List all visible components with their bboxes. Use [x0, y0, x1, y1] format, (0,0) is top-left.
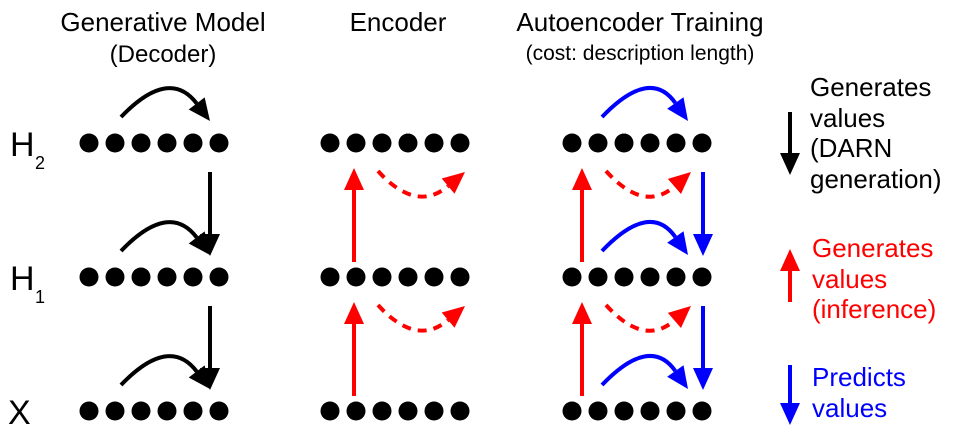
- decoder-h2-layer-unit-2: [105, 133, 125, 153]
- decoder-x-layer-unit-4: [157, 401, 177, 421]
- encoder-h1-layer-unit-1: [320, 267, 340, 287]
- training-x-layer-unit-2: [588, 401, 608, 421]
- training-x-layer-unit-1: [562, 401, 582, 421]
- training-x-blue-curve-arrow-head: [667, 365, 688, 389]
- legend-black-text: Generates values (DARN generation): [810, 72, 942, 195]
- decoder-x-layer-unit-2: [105, 401, 125, 421]
- decoder-h1-layer-unit-4: [157, 267, 177, 287]
- training-h2-layer-unit-6: [692, 133, 712, 153]
- training-x-layer-unit-4: [640, 401, 660, 421]
- training-h2-layer-unit-3: [614, 133, 634, 153]
- training-x-layer-unit-6: [692, 401, 712, 421]
- encoder-h1-layer-unit-5: [424, 267, 444, 287]
- training-title: Autoencoder Training: [516, 7, 764, 37]
- decoder-x-layer-unit-5: [183, 401, 203, 421]
- decoder-x-layer-unit-6: [209, 401, 229, 421]
- encoder-h2-layer-unit-3: [372, 133, 392, 153]
- decoder-h1-layer-unit-3: [131, 267, 151, 287]
- encoder-h1-to-h2-arrow-head: [344, 168, 364, 190]
- encoder-x-layer-unit-6: [450, 401, 470, 421]
- training-h1-blue-curve-arrow-head: [667, 231, 688, 255]
- encoder-title: Encoder: [349, 7, 447, 37]
- encoder-h1-dashed-arrow-head: [441, 306, 465, 328]
- training-h1-layer-unit-5: [666, 267, 686, 287]
- training-h2-layer-unit-1: [562, 133, 582, 153]
- encoder-x-layer-unit-3: [372, 401, 392, 421]
- legend-blue-text: Predicts values: [812, 362, 906, 423]
- row-label-h1: H: [10, 260, 35, 298]
- training-h2-layer-unit-4: [640, 133, 660, 153]
- training-h2-blue-curve-arrow-head: [667, 97, 688, 121]
- decoder-h1-layer-unit-6: [209, 267, 229, 287]
- decoder-h1-layer-unit-5: [183, 267, 203, 287]
- decoder-h2-to-h1-arrow-head: [200, 234, 220, 256]
- training-h2-layer-unit-5: [666, 133, 686, 153]
- training-h1-dashed-arrow: [604, 303, 676, 333]
- decoder-h1-autoregressive-arrow: [119, 220, 199, 253]
- training-h2-to-h1-blue-arrow-head: [693, 234, 713, 256]
- training-h2-layer-unit-2: [588, 133, 608, 153]
- encoder-x-layer-unit-2: [346, 401, 366, 421]
- decoder-subtitle: (Decoder): [109, 41, 217, 68]
- training-subtitle: (cost: description length): [525, 42, 755, 65]
- legend-red-arrow-head: [780, 249, 800, 271]
- training-h2-blue-curve-arrow: [600, 86, 677, 119]
- training-x-blue-curve-arrow: [600, 354, 677, 387]
- encoder-x-to-h1-arrow-head: [344, 302, 364, 324]
- training-h1-to-x-blue-arrow-head: [693, 368, 713, 390]
- encoder-h2-dashed-arrow-head: [441, 172, 465, 194]
- row-label-h1-subscript: 1: [35, 287, 46, 307]
- legend-blue-arrow-head: [780, 403, 800, 425]
- training-h2-dashed-arrow: [604, 169, 676, 199]
- training-h1-to-h2-red-arrow-head: [572, 168, 592, 190]
- encoder-h1-layer-unit-3: [372, 267, 392, 287]
- decoder-h1-layer-unit-1: [79, 267, 99, 287]
- decoder-title: Generative Model: [60, 7, 266, 37]
- row-label-x: X: [8, 394, 31, 432]
- training-h1-layer-unit-3: [614, 267, 634, 287]
- legend-black-arrow-head: [780, 153, 800, 175]
- encoder-h2-dashed-arrow: [376, 169, 450, 199]
- encoder-h2-layer-unit-2: [346, 133, 366, 153]
- training-h1-layer-unit-6: [692, 267, 712, 287]
- training-h1-layer-unit-4: [640, 267, 660, 287]
- encoder-x-layer-unit-4: [398, 401, 418, 421]
- row-label-h2-subscript: 2: [35, 153, 46, 173]
- legend-red-text: Generates values (inference): [812, 233, 937, 325]
- training-h1-layer-unit-2: [588, 267, 608, 287]
- decoder-h2-autoregressive-arrow-head: [188, 97, 210, 121]
- decoder-x-layer-unit-3: [131, 401, 151, 421]
- decoder-h2-layer-unit-1: [79, 133, 99, 153]
- encoder-h1-layer-unit-6: [450, 267, 470, 287]
- encoder-x-layer-unit-5: [424, 401, 444, 421]
- decoder-h2-layer-unit-5: [183, 133, 203, 153]
- encoder-h1-layer-unit-2: [346, 267, 366, 287]
- encoder-h1-dashed-arrow: [376, 303, 450, 333]
- training-h2-dashed-arrow-head: [667, 172, 691, 194]
- decoder-h1-layer-unit-2: [105, 267, 125, 287]
- encoder-h2-layer-unit-4: [398, 133, 418, 153]
- training-h1-layer-unit-1: [562, 267, 582, 287]
- encoder-h2-layer-unit-5: [424, 133, 444, 153]
- decoder-x-autoregressive-arrow: [119, 354, 199, 387]
- row-label-h2: H: [10, 126, 35, 164]
- training-x-to-h1-red-arrow-head: [572, 302, 592, 324]
- training-h1-dashed-arrow-head: [667, 306, 691, 328]
- training-x-layer-unit-5: [666, 401, 686, 421]
- training-h1-blue-curve-arrow: [600, 220, 677, 253]
- decoder-h2-autoregressive-arrow: [119, 86, 199, 119]
- decoder-h1-to-x-arrow-head: [200, 368, 220, 390]
- decoder-h2-layer-unit-3: [131, 133, 151, 153]
- encoder-x-layer-unit-1: [320, 401, 340, 421]
- encoder-h2-layer-unit-1: [320, 133, 340, 153]
- decoder-x-layer-unit-1: [79, 401, 99, 421]
- decoder-h2-layer-unit-4: [157, 133, 177, 153]
- encoder-h1-layer-unit-4: [398, 267, 418, 287]
- training-x-layer-unit-3: [614, 401, 634, 421]
- encoder-h2-layer-unit-6: [450, 133, 470, 153]
- decoder-h2-layer-unit-6: [209, 133, 229, 153]
